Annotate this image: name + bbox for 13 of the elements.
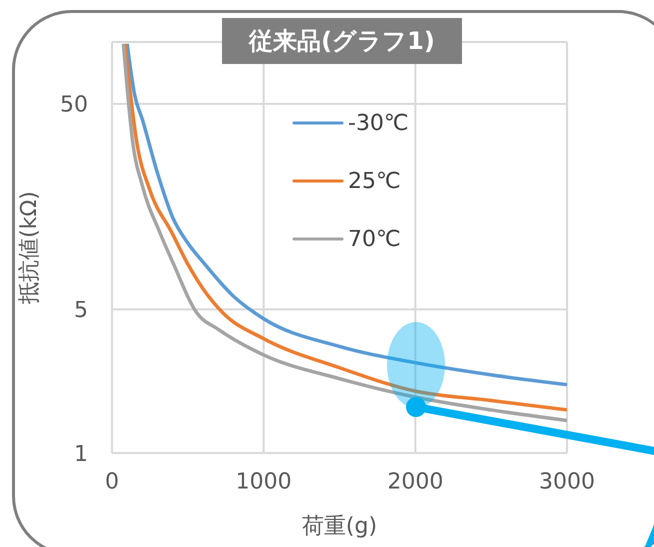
- legend-label: -30℃: [348, 110, 409, 136]
- y-axis-title: 抵抗値(kΩ): [16, 191, 42, 305]
- x-tick-label: 0: [105, 470, 119, 495]
- x-tick-label: 1000: [236, 470, 292, 495]
- y-tick-label: 50: [60, 92, 88, 118]
- legend-label: 70℃: [348, 226, 401, 252]
- x-tick-label: 3000: [539, 470, 595, 495]
- chart-title: 従来品(グラフ1): [222, 18, 462, 64]
- x-tick-label: 2000: [387, 470, 444, 495]
- y-tick-label: 5: [74, 298, 88, 324]
- x-axis-title: 荷重(g): [302, 514, 378, 539]
- y-tick-label: 1: [74, 442, 88, 467]
- legend-label: 25℃: [348, 168, 401, 194]
